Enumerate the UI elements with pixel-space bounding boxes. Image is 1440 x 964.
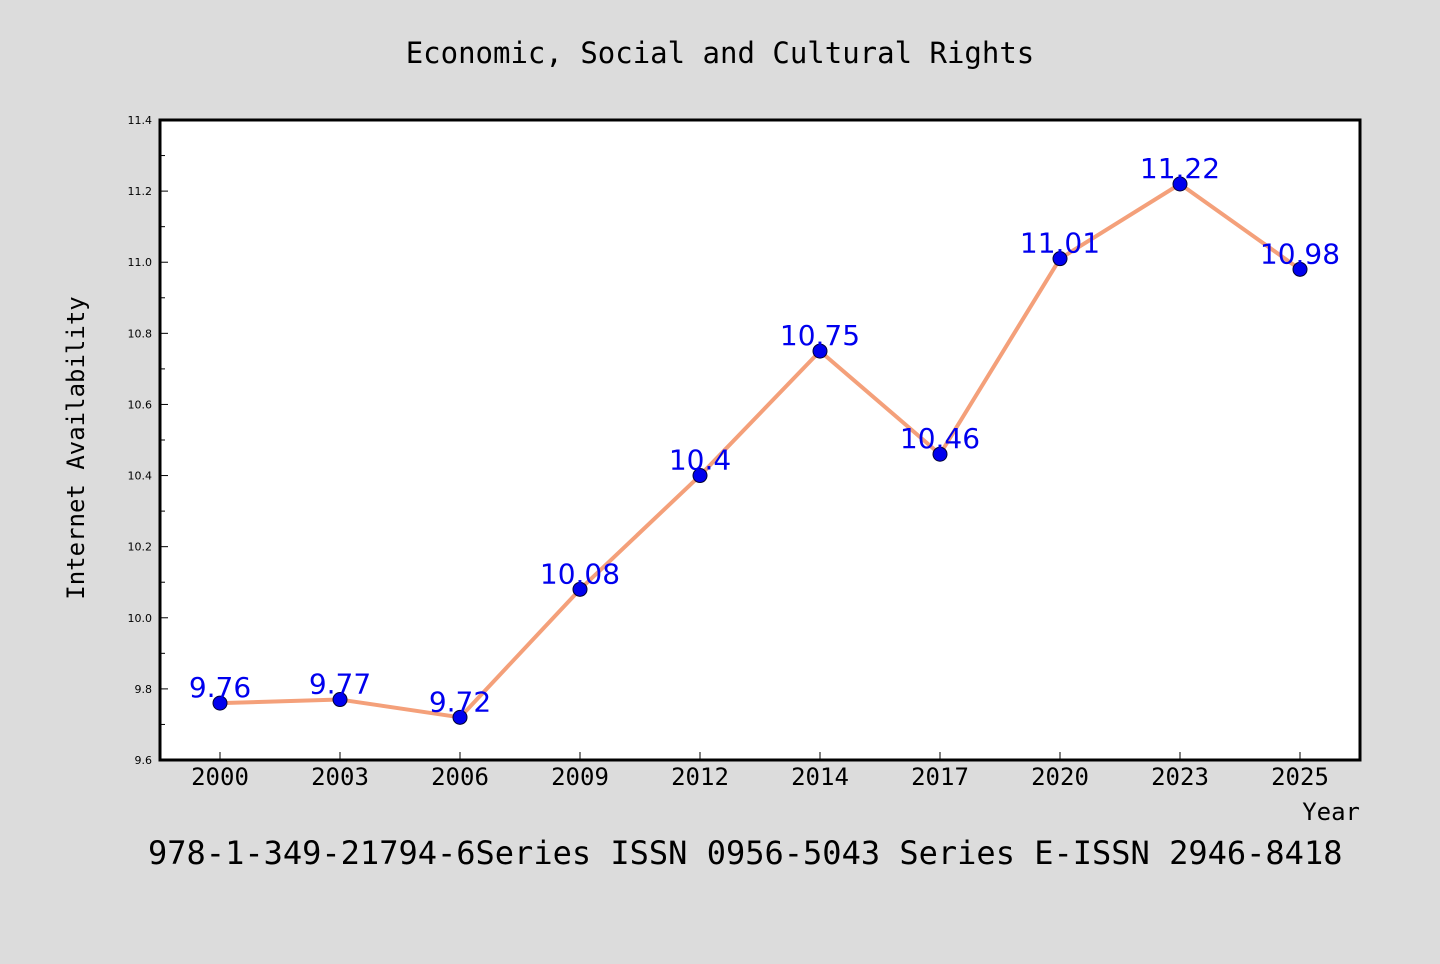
y-tick-label: 11.4 [128, 114, 153, 127]
data-label: 9.76 [189, 671, 251, 704]
y-tick-label: 9.6 [135, 754, 153, 767]
series-line [219, 182, 1302, 720]
data-point-marker [332, 692, 348, 708]
plot-area [158, 118, 1362, 762]
data-point-marker [812, 343, 828, 359]
x-axis: 2000 2003 2006 2009 2012 2014 2017 2020 2023 2025 [191, 752, 1329, 791]
footer-isbn-issn: 978-1-349-21794-6Series ISSN 0956-5043 S… [148, 834, 1342, 872]
y-tick-label: 11.0 [128, 256, 153, 269]
x-tick-label: 2000 [191, 763, 249, 791]
data-point-marker [212, 695, 228, 711]
data-label: 10.46 [900, 422, 980, 455]
y-tick-label: 10.2 [128, 541, 153, 554]
data-label: 10.4 [669, 444, 731, 477]
data-label: 10.75 [780, 319, 860, 352]
y-axis-label: Internet Availability [62, 296, 90, 599]
data-label: 11.22 [1140, 152, 1220, 185]
y-tick-label: 10.4 [128, 470, 153, 483]
x-tick-label: 2014 [791, 763, 849, 791]
x-tick-label: 2012 [671, 763, 729, 791]
x-axis-label: Year [1302, 798, 1360, 826]
x-tick-label: 2023 [1151, 763, 1209, 791]
x-tick-label: 2020 [1031, 763, 1089, 791]
series-layer: 9.76 9.77 9.72 10.08 10.4 10.75 10.46 11.01 11.2… [189, 152, 1340, 725]
y-tick-label: 9.8 [135, 683, 153, 696]
x-tick-label: 2003 [311, 763, 369, 791]
x-tick-label: 2025 [1271, 763, 1329, 791]
data-label: 10.08 [540, 557, 620, 590]
data-point-marker [692, 468, 708, 484]
data-point-marker [932, 446, 948, 462]
data-point-marker [1292, 261, 1308, 277]
y-tick-label: 10.8 [128, 327, 153, 340]
data-point-marker [1052, 251, 1068, 267]
x-tick-label: 2009 [551, 763, 609, 791]
data-label: 10.98 [1260, 237, 1340, 270]
y-tick-label: 10.0 [128, 612, 153, 625]
data-label: 9.72 [429, 685, 491, 718]
chart-title: Economic, Social and Cultural Rights [406, 36, 1035, 70]
y-tick-label: 11.2 [128, 185, 153, 198]
y-tick-label: 10.6 [128, 398, 153, 411]
data-point-marker [1172, 176, 1188, 192]
x-tick-label: 2006 [431, 763, 489, 791]
data-label: 9.77 [309, 668, 371, 701]
y-axis: 9.6 9.8 10.0 10.2 10.4 10.6 10.8 11.0 11.2 11.4 [128, 114, 168, 767]
data-point-marker [452, 709, 468, 725]
data-point-marker [572, 581, 588, 597]
x-tick-label: 2017 [911, 763, 969, 791]
data-label: 11.01 [1020, 227, 1100, 260]
